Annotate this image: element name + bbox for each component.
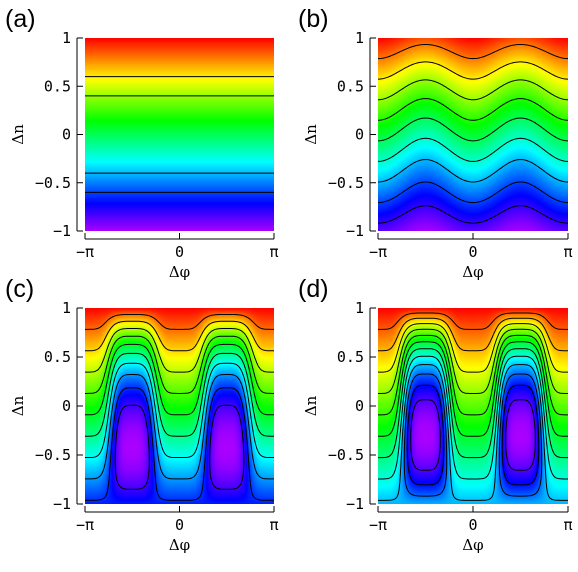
contour-line: [377, 44, 569, 60]
contour-line: [378, 334, 568, 416]
contour-line: [85, 335, 274, 394]
panel-label: (a): [5, 5, 36, 33]
contour-line: [377, 181, 569, 204]
x-tick-label: 0: [175, 516, 184, 534]
heatmap-image: [378, 38, 568, 231]
contour-line: [378, 137, 568, 162]
y-tick-label: 0.5: [44, 77, 71, 95]
x-tick-label: 0: [468, 516, 477, 534]
contour-line: [85, 328, 274, 373]
contour-line: [378, 312, 568, 330]
panel-1: 1 0.5 0 −0.5 −1 −π 0 π Δφ Δn (b): [298, 5, 573, 281]
y-tick-label: 1: [355, 29, 364, 47]
y-tick-label: −1: [346, 222, 364, 240]
x-tick-label: π: [269, 516, 278, 534]
y-tick-label: −1: [53, 222, 71, 240]
x-axis-label: Δφ: [169, 536, 190, 554]
x-tick-label: −π: [76, 516, 94, 534]
panel-label: (c): [5, 275, 34, 303]
y-tick-label: −0.5: [328, 446, 364, 464]
x-tick-label: 0: [468, 243, 477, 261]
x-axis-label: Δφ: [462, 536, 483, 554]
x-tick-label: −π: [76, 243, 94, 261]
x-tick-label: −π: [369, 516, 387, 534]
contour-line: [85, 314, 274, 330]
contour-line: [378, 61, 568, 80]
contour-line: [85, 343, 274, 416]
y-tick-label: −0.5: [35, 174, 71, 192]
contour-line: [406, 384, 540, 486]
y-tick-label: −1: [346, 495, 364, 513]
panel-2: 1 0.5 0 −0.5 −1 −π 0 π Δφ Δn (c): [5, 275, 279, 554]
contour-line: [378, 355, 568, 480]
panel-0: 1 0.5 0 −0.5 −1 −π 0 π Δφ Δn (a): [5, 5, 279, 281]
x-axis-label: Δφ: [169, 263, 190, 281]
contour-line: [378, 364, 568, 501]
y-tick-label: −0.5: [35, 446, 71, 464]
y-axis-label: Δn: [9, 124, 27, 145]
contour-line: [378, 159, 568, 183]
panel-3: 1 0.5 0 −0.5 −1 −π 0 π Δφ Δn (d): [298, 275, 573, 554]
contour-line: [378, 341, 568, 437]
y-tick-label: 0.5: [337, 348, 364, 366]
contour-line: [403, 373, 543, 497]
x-axis-label: Δφ: [462, 263, 483, 281]
contour-line: [85, 320, 274, 352]
y-tick-label: 0: [62, 397, 71, 415]
x-tick-label: π: [563, 243, 572, 261]
x-tick-label: 0: [175, 243, 184, 261]
contour-line: [114, 404, 245, 490]
y-tick-label: −1: [53, 495, 71, 513]
heatmap-image: [85, 38, 274, 231]
y-tick-label: 0.5: [337, 77, 364, 95]
y-tick-label: 0: [355, 126, 364, 144]
contour-line: [378, 328, 568, 394]
contour-line: [410, 399, 536, 471]
contour-line: [378, 348, 568, 459]
y-axis-label: Δn: [302, 124, 320, 145]
contour-line: [85, 387, 274, 501]
panel-label: (d): [298, 275, 329, 303]
contour-line: [377, 117, 569, 142]
contour-line: [378, 79, 568, 101]
y-tick-label: 0: [355, 397, 364, 415]
contour-line: [85, 352, 274, 437]
y-tick-label: 0: [62, 126, 71, 144]
y-tick-label: 1: [355, 299, 364, 317]
y-axis-label: Δn: [302, 395, 320, 416]
y-axis-label: Δn: [9, 395, 27, 416]
heatmap-image: [85, 308, 274, 504]
contour-line: [85, 362, 274, 458]
panel-label: (b): [298, 5, 329, 33]
contour-line: [377, 98, 569, 121]
x-tick-label: π: [269, 243, 278, 261]
x-tick-label: π: [563, 516, 572, 534]
contour-line: [377, 205, 569, 224]
contour-line: [378, 323, 568, 373]
y-tick-label: 1: [62, 299, 71, 317]
contour-line: [85, 374, 274, 480]
x-tick-label: −π: [369, 243, 387, 261]
contour-line: [377, 317, 569, 352]
y-tick-label: −0.5: [328, 174, 364, 192]
y-tick-label: 0.5: [44, 348, 71, 366]
y-tick-label: 1: [62, 29, 71, 47]
